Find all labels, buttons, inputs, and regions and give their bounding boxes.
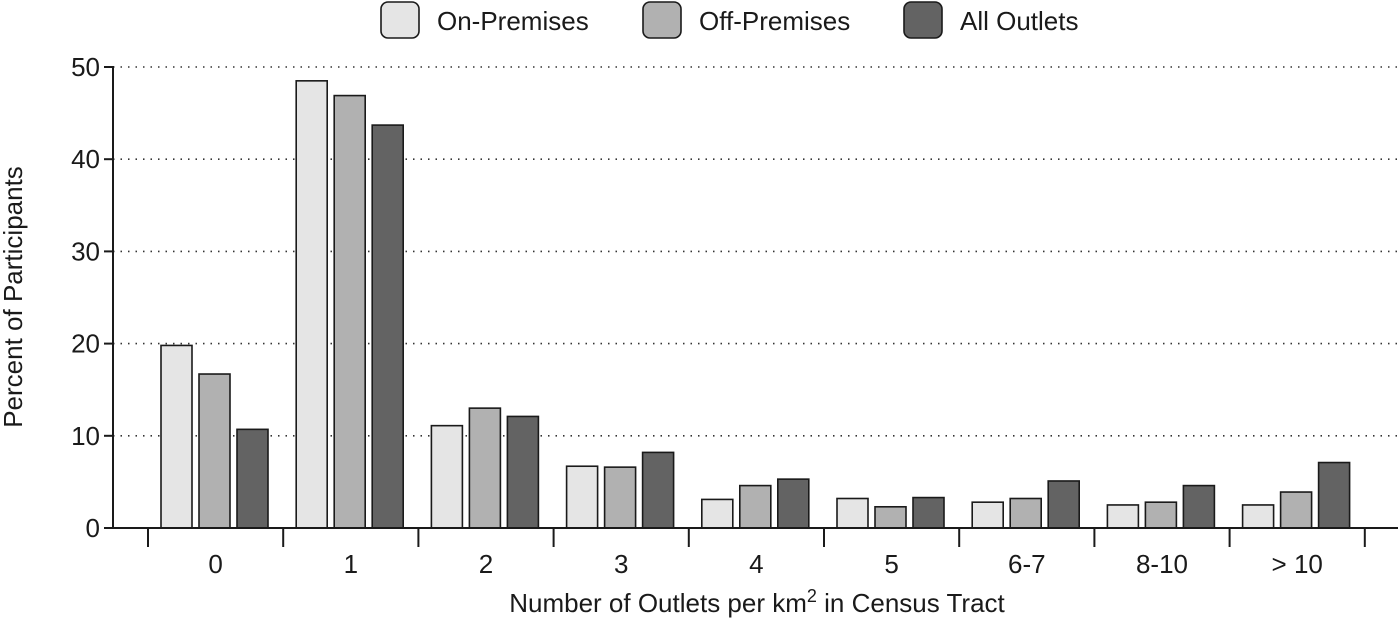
x-axis-title: Number of Outlets per km2 in Census Trac… (509, 586, 1005, 618)
x-axis-title-superscript: 2 (807, 586, 817, 606)
bar-all outlets-1 (371, 124, 405, 529)
bar-all outlets-67 (1047, 480, 1080, 529)
bar-all outlets-10 (1317, 461, 1351, 529)
bar-on-premises-4 (700, 498, 734, 529)
y-tick-label-20: 20 (71, 329, 100, 359)
bar-off-premises-3 (603, 466, 637, 529)
y-tick-label-30: 30 (71, 236, 100, 266)
bar-off-premises-2 (468, 407, 502, 529)
x-tick-label-0: 0 (208, 549, 222, 579)
y-tick-label-0: 0 (86, 513, 100, 543)
legend: On-Premises Off-Premises All Outlets (380, 1, 1079, 39)
bar-off-premises-0 (198, 373, 231, 529)
legend-item-all outlets: All Outlets (903, 1, 1079, 39)
axes: 0 10 20 30 40 50 0 1 2 3 4 5 6-7 8-10 > 10 (71, 52, 1398, 579)
bar-all outlets-5 (912, 496, 945, 529)
x-tick-label-4: 4 (749, 549, 763, 579)
bar-on-premises-67 (971, 501, 1005, 529)
bar-on-premises-3 (565, 465, 599, 529)
bar-all outlets-810 (1182, 484, 1216, 529)
bar-all outlets-2 (506, 415, 540, 529)
legend-swatch-on-premises (380, 1, 420, 39)
bar-off-premises-5 (874, 505, 907, 529)
bar-off-premises-810 (1144, 501, 1178, 529)
bar-off-premises-1 (333, 94, 367, 529)
y-tick-label-50: 50 (71, 52, 100, 82)
bar-on-premises-5 (836, 497, 869, 529)
y-tick-label-40: 40 (71, 144, 100, 174)
bar-all outlets-4 (776, 478, 810, 529)
x-tick-label-5: 5 (884, 549, 898, 579)
x-tick-label-810: 8-10 (1136, 549, 1188, 579)
bar-on-premises-2 (430, 424, 464, 529)
bar-off-premises-10 (1279, 491, 1313, 529)
legend-label-off-premises: Off-Premises (699, 6, 850, 36)
bar-on-premises-0 (160, 344, 193, 529)
x-tick-label-10: > 10 (1272, 549, 1323, 579)
bar-all outlets-3 (641, 451, 675, 529)
bar-all outlets-0 (236, 428, 269, 529)
legend-item-off-premises: Off-Premises (642, 1, 850, 39)
x-axis-title-suffix: in Census Tract (817, 588, 1006, 618)
x-tick-label-3: 3 (614, 549, 628, 579)
legend-swatch-all outlets (903, 1, 943, 39)
legend-item-on-premises: On-Premises (380, 1, 589, 39)
y-axis-title: Percent of Participants (0, 166, 28, 428)
x-tick-label-2: 2 (479, 549, 493, 579)
bar-off-premises-67 (1009, 497, 1043, 529)
bar-on-premises-810 (1106, 504, 1140, 529)
legend-swatch-off-premises (642, 1, 682, 39)
bars (160, 80, 1351, 529)
bar-off-premises-4 (738, 484, 772, 529)
legend-label-on-premises: On-Premises (437, 6, 589, 36)
bar-on-premises-10 (1241, 504, 1275, 529)
legend-label-all outlets: All Outlets (960, 6, 1079, 36)
y-tick-label-10: 10 (71, 421, 100, 451)
x-tick-label-67: 6-7 (1008, 549, 1046, 579)
x-axis-title-main: Number of Outlets per km (509, 588, 807, 618)
x-tick-label-1: 1 (344, 549, 358, 579)
bar-on-premises-1 (295, 80, 329, 529)
